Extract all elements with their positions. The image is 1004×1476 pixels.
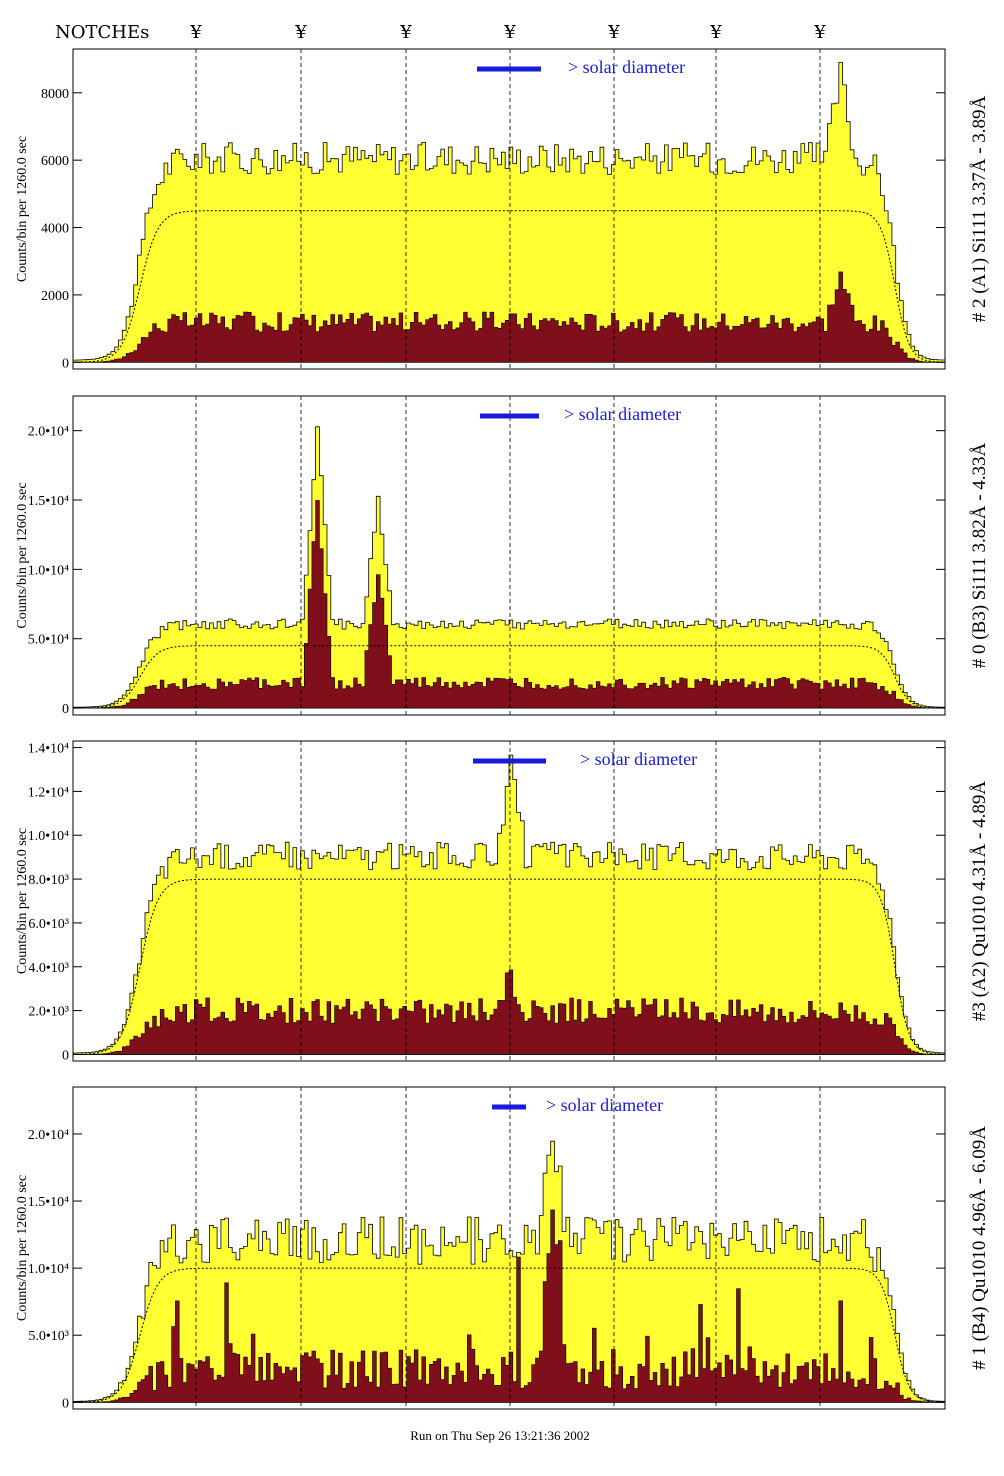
ytick-label: 4.0•10³ — [28, 961, 69, 976]
ytick-label: 4000 — [41, 222, 69, 237]
y-axis-label: Counts/bin per 1260.0 sec — [15, 482, 30, 628]
plot-frame — [72, 740, 946, 1062]
panel-3: 0 2.0•10³ 4.0•10³ 6.0•10³ 8.0•10³ 1.0•10⁴ 1.2•… — [15, 740, 990, 1063]
model-curve — [73, 645, 945, 709]
total-counts-histogram — [72, 426, 946, 709]
ytick-label: 1.4•10⁴ — [28, 742, 69, 757]
ytick-label: 1.0•10⁴ — [28, 1262, 69, 1277]
subset-counts-histogram — [72, 500, 946, 709]
total-counts-histogram — [72, 62, 946, 363]
ytick-label: 2.0•10⁴ — [28, 1128, 69, 1143]
subset-counts-histogram — [72, 271, 946, 363]
subset-counts-histogram — [72, 969, 946, 1055]
ytick-label: 1.2•10⁴ — [28, 785, 69, 800]
panel-label: #3 (A2) Qu1010 4.31Å - 4.89Å — [969, 781, 990, 1021]
ytick-label: 2.0•10⁴ — [28, 425, 69, 440]
ytick-label: 0 — [62, 702, 69, 717]
ytick-label: 1.5•10⁴ — [28, 1195, 69, 1210]
ytick-label: 6000 — [41, 154, 69, 169]
ytick-label: 0 — [62, 356, 69, 371]
total-counts-histogram — [72, 754, 946, 1055]
subset-counts-histogram — [72, 1209, 946, 1403]
notch-marker-4: ¥ — [503, 22, 516, 43]
ytick-label: 8.0•10³ — [28, 873, 69, 888]
run-timestamp: Run on Thu Sep 26 13:21:36 2002 — [410, 1428, 590, 1443]
ytick-label: 2.0•10³ — [28, 1005, 69, 1020]
plot-frame — [72, 395, 946, 716]
panels: 0 2000 4000 6000 8000 Counts/bin per 1260.0 s… — [15, 48, 990, 1411]
solar-diameter-label: > solar diameter — [568, 57, 685, 77]
ytick-label: 1.0•10⁴ — [28, 829, 69, 844]
notch-marker-2: ¥ — [294, 22, 307, 43]
y-axis-label: Counts/bin per 1260.0 sec — [15, 828, 30, 974]
ytick-label: 6.0•10³ — [28, 917, 69, 932]
ytick-label: 0 — [62, 1048, 69, 1063]
plot-frame — [72, 48, 946, 370]
ytick-label: 5.0•10⁴ — [28, 633, 69, 648]
plot-frame — [72, 1086, 946, 1410]
model-curve — [73, 1267, 946, 1403]
total-counts-histogram — [72, 1140, 946, 1403]
panel-1: 0 2000 4000 6000 8000 Counts/bin per 1260.0 s… — [15, 48, 990, 371]
notch-markers: ¥ ¥ ¥ ¥ ¥ ¥ ¥ — [189, 22, 826, 43]
ytick-label: 5.0•10³ — [28, 1329, 69, 1344]
panel-4: 0 5.0•10³ 1.0•10⁴ 1.5•10⁴ 2.0•10⁴ Counts/bin … — [15, 1086, 990, 1411]
panel-label: # 0 (B3) Si111 3.82Å - 4.33Å — [969, 442, 990, 668]
ytick-label: 2000 — [41, 289, 69, 304]
panel-2: 0 5.0•10⁴ 1.0•10⁴ 1.5•10⁴ 2.0•10⁴ Counts/bin … — [15, 395, 990, 717]
notch-marker-3: ¥ — [399, 22, 412, 43]
solar-diameter-label: > solar diameter — [546, 1095, 663, 1115]
ytick-label: 1.0•10⁴ — [28, 563, 69, 578]
y-axis-label: Counts/bin per 1260.0 sec — [15, 1175, 30, 1321]
solar-diameter-label: > solar diameter — [580, 749, 697, 769]
ytick-label: 0 — [62, 1396, 69, 1411]
notch-marker-5: ¥ — [607, 22, 620, 43]
solar-diameter-label: > solar diameter — [564, 404, 681, 424]
panel-label: # 2 (A1) Si111 3.37Å - 3.89Å — [969, 95, 990, 322]
ytick-label: 8000 — [41, 87, 69, 102]
ytick-label: 1.5•10⁴ — [28, 494, 69, 509]
panel-label: # 1 (B4) Qu1010 4.96Å - 6.09Å — [969, 1126, 990, 1370]
notch-marker-6: ¥ — [709, 22, 722, 43]
y-axis-label: Counts/bin per 1260.0 sec — [15, 136, 30, 282]
model-curve — [72, 210, 946, 363]
notches-label: NOTCHEs — [55, 22, 149, 43]
notch-marker-1: ¥ — [189, 22, 202, 43]
notch-marker-7: ¥ — [813, 22, 826, 43]
model-curve — [73, 878, 946, 1055]
